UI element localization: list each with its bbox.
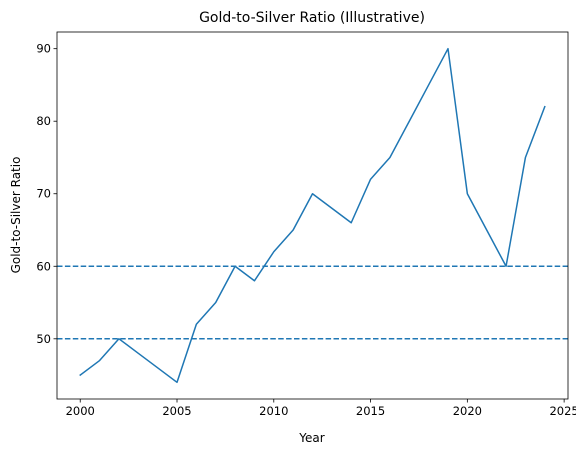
x-tick-label: 2010 [259,404,288,418]
series-group [79,47,546,384]
y-tick-label: 80 [36,114,51,128]
x-axis-label: Year [298,431,324,445]
chart-title: Gold-to-Silver Ratio (Illustrative) [199,10,425,26]
x-tick-label: 2000 [66,404,95,418]
x-tick-label: 2005 [162,404,191,418]
y-tick-label: 50 [36,332,51,346]
y-tick-label: 70 [36,187,51,201]
series-line [79,47,546,384]
x-tick-label: 2015 [356,404,385,418]
y-tick-label: 60 [36,259,51,273]
x-tick-label: 2020 [453,404,482,418]
y-tick-label: 90 [36,42,51,56]
y-axis-label: Gold-to-Silver Ratio [9,157,23,274]
reference-lines [57,265,568,340]
x-tick-label: 2025 [549,404,576,418]
x-axis: 2000 2005 2010 2015 2020 2025 [66,399,576,418]
y-axis: 50 60 70 80 90 [36,42,57,346]
plot-area-frame [56,31,569,400]
